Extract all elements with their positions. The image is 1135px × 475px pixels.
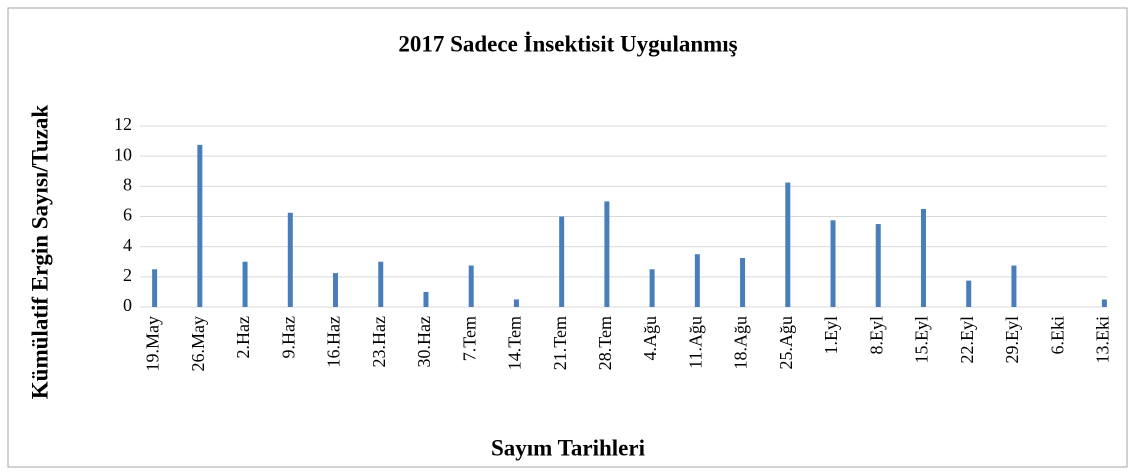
bar <box>468 265 474 307</box>
bar <box>1101 299 1107 307</box>
x-tick-label: 21.Tem <box>550 316 570 370</box>
bar <box>197 144 203 307</box>
bar <box>378 261 384 307</box>
chart-title: 2017 Sadece İnsektisit Uygulanmış <box>398 31 737 56</box>
y-axis-label: Kümülatif Ergin Sayısı/Tuzak <box>27 105 52 400</box>
y-tick-label: 8 <box>123 174 132 194</box>
x-tick-label: 7.Tem <box>459 316 479 361</box>
bar <box>513 299 519 307</box>
bar <box>875 224 881 307</box>
bar <box>830 220 836 307</box>
x-tick-label: 6.Eki <box>1047 316 1067 355</box>
bar <box>740 257 746 307</box>
y-tick-label: 4 <box>123 235 132 255</box>
bar <box>559 216 565 307</box>
bar <box>604 201 610 307</box>
bar <box>423 291 429 307</box>
bar <box>242 261 248 307</box>
bar <box>694 254 700 307</box>
x-tick-label: 8.Eyl <box>866 316 886 355</box>
bar <box>333 273 339 307</box>
x-tick-label: 2.Haz <box>233 316 253 358</box>
x-tick-label: 30.Haz <box>414 316 434 367</box>
x-tick-label: 14.Tem <box>505 316 525 370</box>
y-tick-label: 6 <box>123 205 132 225</box>
x-tick-label: 23.Haz <box>369 316 389 367</box>
y-tick-label: 10 <box>114 144 132 164</box>
chart-border <box>7 7 1128 468</box>
bar <box>1011 265 1017 307</box>
x-axis-label: Sayım Tarihleri <box>491 435 646 460</box>
x-tick-label: 29.Eyl <box>1002 316 1022 364</box>
x-tick-label: 15.Eyl <box>912 316 932 364</box>
bar <box>966 280 972 307</box>
x-tick-label: 9.Haz <box>278 316 298 358</box>
bar <box>152 269 158 307</box>
bar <box>649 269 655 307</box>
y-tick-label: 2 <box>123 265 132 285</box>
y-tick-label: 12 <box>114 114 132 134</box>
x-tick-label: 4.Ağu <box>640 316 660 361</box>
bar <box>287 212 293 307</box>
x-tick-label: 1.Eyl <box>821 316 841 355</box>
x-tick-label: 13.Eki <box>1093 316 1113 364</box>
x-tick-label: 28.Tem <box>595 316 615 370</box>
y-tick-label: 0 <box>123 295 132 315</box>
x-tick-label: 16.Haz <box>324 316 344 367</box>
x-tick-label: 25.Ağu <box>776 316 796 370</box>
x-tick-label: 26.May <box>188 316 208 372</box>
bar <box>785 182 791 307</box>
bar <box>920 208 926 307</box>
x-tick-label: 18.Ağu <box>731 316 751 370</box>
x-tick-label: 19.May <box>143 316 163 372</box>
x-tick-label: 11.Ağu <box>685 316 705 369</box>
x-tick-label: 22.Eyl <box>957 316 977 364</box>
